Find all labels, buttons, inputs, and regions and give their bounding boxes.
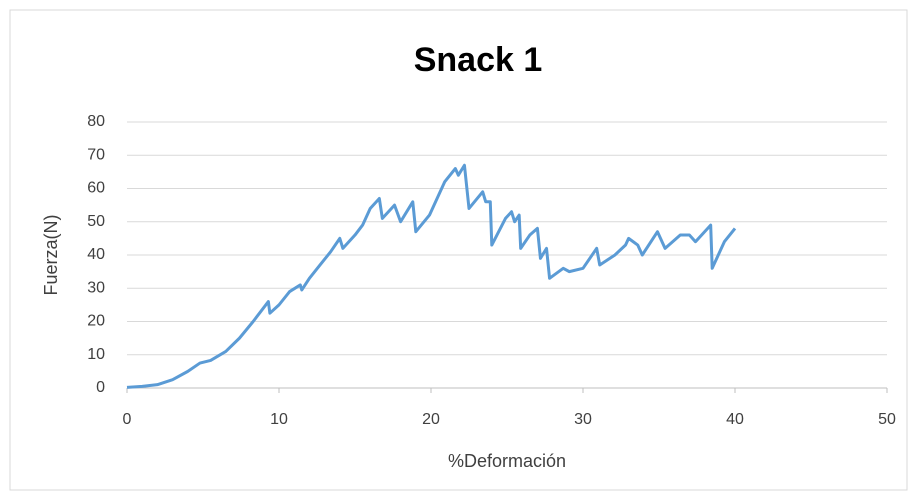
x-tick-label: 30 bbox=[574, 411, 592, 428]
y-tick-label: 70 bbox=[87, 146, 105, 163]
y-tick-label: 30 bbox=[87, 279, 105, 296]
y-tick-label: 0 bbox=[96, 379, 105, 396]
y-tick-label: 40 bbox=[87, 246, 105, 263]
y-tick-label: 10 bbox=[87, 346, 105, 363]
x-tick-label: 20 bbox=[422, 411, 440, 428]
y-axis-label: Fuerza(N) bbox=[41, 214, 61, 295]
x-tick-label: 50 bbox=[878, 411, 896, 428]
x-tick-label: 0 bbox=[123, 411, 132, 428]
chart-title: Snack 1 bbox=[414, 41, 543, 79]
chart-border bbox=[9, 9, 908, 491]
x-axis-label: %Deformación bbox=[448, 451, 566, 471]
data-line bbox=[126, 163, 737, 389]
y-tick-label: 80 bbox=[87, 113, 105, 130]
x-tick-label: 40 bbox=[726, 411, 744, 428]
y-tick-label: 20 bbox=[87, 313, 105, 330]
y-tick-label: 50 bbox=[87, 213, 105, 230]
x-tick-label: 10 bbox=[270, 411, 288, 428]
y-tick-label: 60 bbox=[87, 180, 105, 197]
